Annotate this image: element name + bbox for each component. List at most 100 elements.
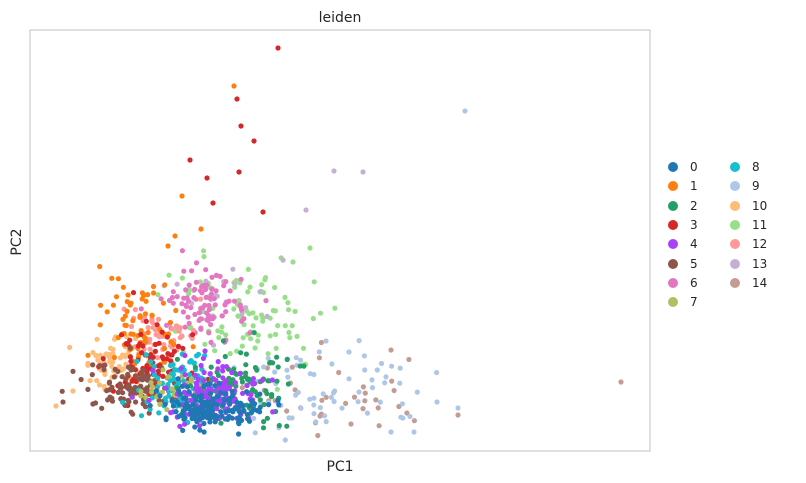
point-cluster-13: [203, 278, 209, 284]
point-cluster-11: [197, 279, 203, 285]
point-cluster-0: [147, 403, 153, 409]
legend-label: 12: [752, 237, 768, 252]
legend-item: 5: [668, 254, 698, 274]
point-cluster-4: [259, 377, 265, 383]
point-cluster-11: [255, 338, 261, 344]
point-cluster-6: [196, 317, 202, 323]
legend-item: 6: [668, 273, 698, 293]
point-cluster-1: [128, 331, 134, 337]
point-cluster-3: [100, 356, 106, 362]
point-cluster-6: [206, 302, 212, 309]
point-cluster-11: [300, 345, 307, 351]
point-cluster-0: [236, 408, 242, 414]
legend-item: 12: [730, 234, 767, 254]
point-cluster-2: [251, 330, 257, 336]
point-cluster-4: [198, 362, 204, 369]
point-cluster-4: [240, 390, 246, 396]
point-cluster-9: [331, 398, 337, 405]
point-cluster-9: [434, 369, 440, 376]
point-cluster-8: [156, 410, 162, 416]
point-cluster-1: [115, 276, 121, 282]
point-cluster-4: [197, 423, 203, 429]
legend-label: 13: [752, 256, 768, 271]
point-cluster-7: [159, 389, 165, 395]
point-cluster-2: [274, 378, 280, 384]
point-cluster-5: [133, 399, 139, 405]
point-cluster-9: [369, 385, 376, 391]
point-cluster-5: [111, 374, 117, 380]
point-cluster-4: [177, 423, 183, 429]
point-cluster-6: [213, 272, 220, 278]
point-cluster-11: [202, 341, 208, 347]
point-cluster-2: [284, 356, 290, 363]
point-cluster-11: [289, 323, 295, 329]
point-cluster-3: [160, 356, 166, 362]
point-cluster-11: [239, 343, 245, 349]
point-cluster-0: [184, 384, 190, 390]
point-cluster-4: [168, 410, 174, 416]
point-cluster-14: [289, 364, 295, 370]
point-cluster-13: [264, 313, 270, 319]
point-cluster-5: [97, 363, 103, 369]
point-cluster-0: [207, 391, 214, 397]
point-cluster-6: [184, 295, 190, 301]
point-cluster-11: [234, 348, 240, 354]
point-cluster-5: [126, 399, 132, 405]
point-cluster-3: [236, 169, 242, 175]
point-cluster-11: [250, 323, 256, 329]
point-cluster-11: [274, 386, 280, 392]
point-cluster-6: [182, 324, 188, 330]
point-cluster-14: [318, 339, 324, 346]
point-cluster-6: [198, 325, 204, 331]
point-cluster-11: [292, 308, 298, 314]
point-cluster-4: [197, 386, 203, 392]
point-cluster-1: [162, 282, 168, 288]
point-cluster-14: [396, 403, 402, 410]
point-cluster-10: [87, 378, 93, 384]
point-cluster-2: [269, 394, 275, 400]
point-cluster-1: [124, 308, 130, 314]
point-cluster-6: [210, 316, 216, 322]
point-cluster-2: [218, 420, 224, 426]
point-cluster-0: [202, 411, 208, 417]
point-cluster-5: [78, 376, 84, 383]
legend-marker: [730, 258, 740, 269]
point-cluster-11: [317, 310, 324, 316]
point-cluster-8: [155, 375, 161, 381]
point-cluster-6: [206, 330, 212, 336]
legend-item: 2: [668, 196, 698, 216]
point-cluster-9: [293, 355, 299, 361]
point-cluster-2: [284, 423, 290, 429]
point-cluster-11: [252, 345, 258, 351]
legend-item: 4: [668, 234, 698, 254]
point-cluster-0: [229, 388, 235, 395]
point-cluster-6: [209, 286, 215, 292]
point-cluster-5: [143, 388, 149, 394]
point-cluster-2: [243, 351, 249, 357]
point-cluster-9: [355, 399, 361, 405]
legend-label: 1: [690, 179, 698, 194]
point-cluster-11: [310, 315, 316, 322]
point-cluster-3: [140, 343, 146, 349]
point-cluster-0: [212, 419, 218, 425]
point-cluster-0: [153, 388, 160, 394]
legend-marker: [668, 200, 678, 211]
point-cluster-0: [251, 407, 257, 413]
point-cluster-0: [235, 419, 242, 426]
point-cluster-2: [257, 397, 263, 403]
point-cluster-9: [362, 367, 368, 373]
point-cluster-9: [289, 415, 295, 421]
point-cluster-3: [210, 200, 216, 206]
point-cluster-11: [287, 335, 293, 341]
point-cluster-1: [171, 341, 177, 348]
point-cluster-0: [179, 383, 185, 389]
point-cluster-0: [197, 427, 203, 433]
point-cluster-6: [193, 279, 199, 285]
point-cluster-8: [194, 353, 200, 359]
point-cluster-11: [223, 332, 229, 338]
point-cluster-5: [120, 390, 126, 396]
point-cluster-4: [269, 377, 275, 383]
point-cluster-6: [213, 288, 219, 294]
point-cluster-14: [618, 379, 624, 385]
point-cluster-3: [135, 343, 141, 349]
